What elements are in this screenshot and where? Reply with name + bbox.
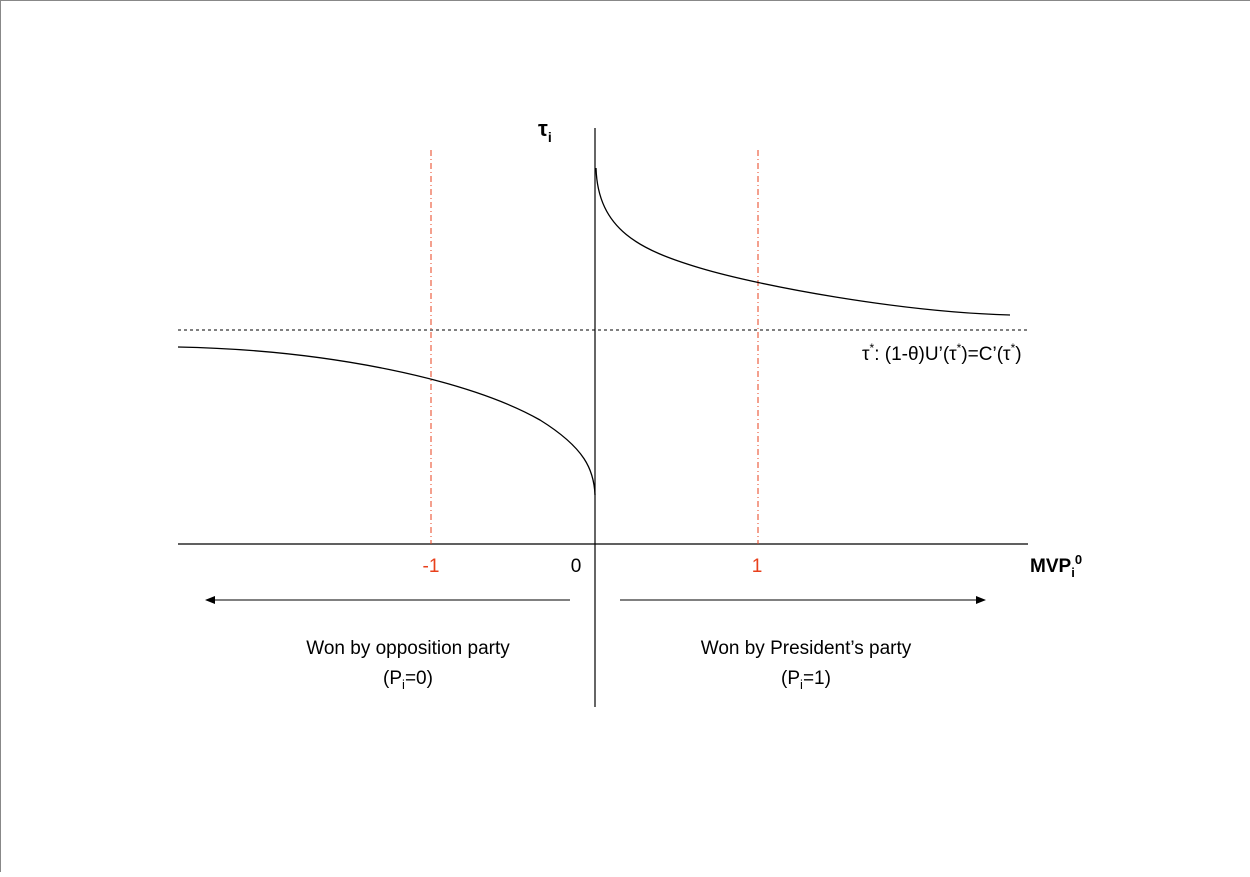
text-part: i [548, 129, 552, 145]
text-part: =1) [803, 668, 831, 689]
x-axis-label: MVPi0 [1030, 552, 1082, 580]
text-part: 0 [1075, 552, 1082, 567]
region-condition: (Pi=1) [781, 668, 831, 692]
text-part: )U’( [919, 344, 950, 365]
text-part: =0) [405, 668, 433, 689]
x-tick-label: -1 [423, 556, 440, 577]
x-tick-label: 1 [752, 556, 763, 577]
text-part: (P [383, 668, 402, 689]
curve [178, 347, 595, 495]
text-part: : (1- [874, 344, 908, 365]
text-part: MVP [1030, 556, 1072, 577]
y-axis-label: τi [538, 116, 552, 145]
curve [596, 168, 1010, 315]
region-label: Won by opposition party [306, 638, 510, 659]
x-tick-label: 0 [571, 556, 582, 577]
text-part: τ [538, 116, 548, 141]
text-part: )=C’( [961, 344, 1003, 365]
threshold-label: τ*: (1-θ)U’(τ*)=C’(τ*) [862, 341, 1022, 365]
region-condition: (Pi=0) [383, 668, 433, 692]
text-part: ) [1015, 344, 1021, 365]
text-part: i [1071, 565, 1075, 580]
text-part: (P [781, 668, 800, 689]
region-label: Won by President’s party [701, 638, 912, 659]
text-part: θ [908, 344, 919, 365]
